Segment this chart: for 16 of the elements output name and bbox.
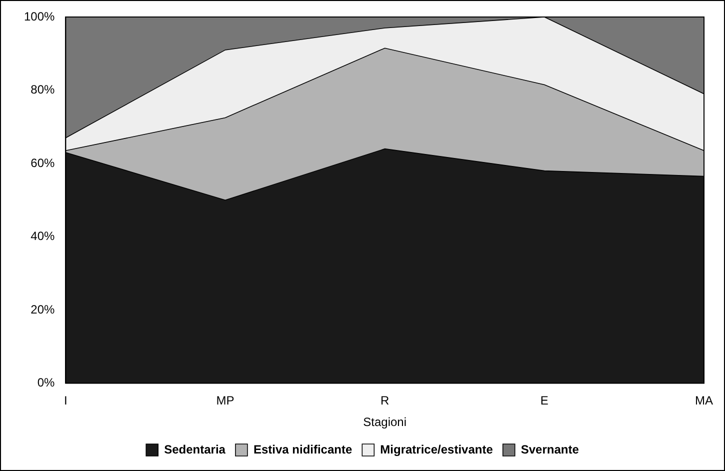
x-tick-label: R xyxy=(380,394,390,408)
x-tick-label: MP xyxy=(216,394,234,408)
y-tick-label: 80% xyxy=(30,82,56,97)
x-tick-label: I xyxy=(64,394,68,408)
legend-label: Migratrice/estivante xyxy=(380,442,494,456)
y-tick-label: 100% xyxy=(24,9,56,24)
x-tick-label: MA xyxy=(695,394,713,408)
legend-label: Sedentaria xyxy=(164,442,226,456)
legend-label: Svernante xyxy=(520,442,580,456)
legend-label: Estiva nidificante xyxy=(253,442,352,456)
y-tick-label: 60% xyxy=(30,156,56,170)
y-tick-label: 20% xyxy=(30,302,56,316)
y-tick-label: 40% xyxy=(30,229,56,244)
x-axis-title: Stagioni xyxy=(363,415,407,430)
x-tick-label: E xyxy=(540,394,548,408)
y-tick-label: 0% xyxy=(37,376,56,390)
